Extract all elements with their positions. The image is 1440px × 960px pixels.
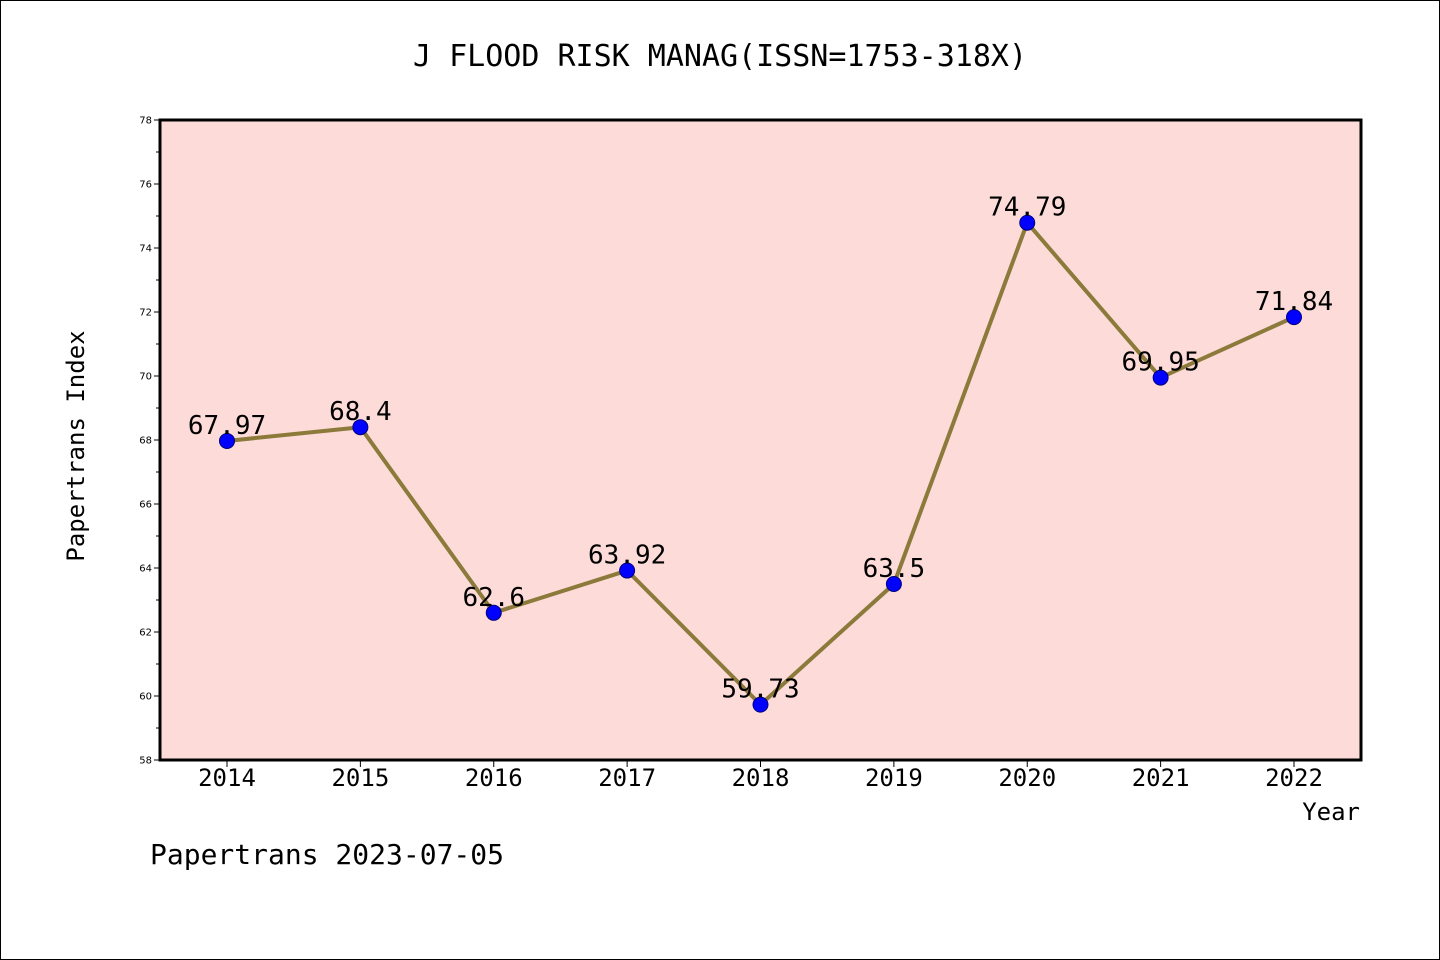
data-label: 63.92: [588, 541, 666, 571]
plot-area: [158, 118, 1363, 762]
data-point: [1019, 214, 1036, 231]
y-tick-label: 72: [139, 308, 152, 319]
data-point: [352, 419, 369, 436]
data-point: [752, 696, 769, 713]
y-tick-label: 76: [139, 180, 152, 191]
x-tick-label: 2016: [465, 764, 523, 792]
data-label: 62.6: [462, 583, 525, 613]
data-label: 74.79: [988, 193, 1066, 223]
x-tick-label: 2018: [732, 764, 790, 792]
y-tick-label: 70: [139, 372, 152, 383]
y-tick-label: 58: [139, 756, 152, 767]
data-point: [619, 562, 636, 579]
data-label: 71.84: [1255, 287, 1333, 317]
x-tick-label: 2022: [1265, 764, 1323, 792]
data-labels: 67.97 68.4 62.6 63.92 59.73 63.5 74.79 69.95 71.…: [188, 193, 1333, 705]
y-tick-label: 66: [139, 500, 152, 511]
footer-text: Papertrans 2023-07-05: [150, 838, 504, 871]
y-tick-label: 68: [139, 436, 152, 447]
y-tick-label: 74: [139, 244, 152, 255]
x-tick-label: 2017: [598, 764, 656, 792]
data-point: [219, 432, 235, 449]
series-line-group: [219, 214, 1302, 713]
chart-title: J FLOOD RISK MANAG(ISSN=1753-318X): [413, 39, 1027, 74]
y-tick-label: 60: [139, 692, 152, 703]
data-point: [1152, 369, 1169, 386]
data-label: 59.73: [721, 675, 799, 705]
x-tick-label: 2020: [998, 764, 1056, 792]
y-tick-label: 78: [139, 116, 152, 127]
data-label: 68.4: [329, 397, 392, 427]
y-axis-label: Papertrans Index: [62, 330, 90, 561]
x-tick-label: 2015: [331, 764, 389, 792]
data-point: [885, 576, 902, 592]
x-tick-label: 2019: [865, 764, 923, 792]
y-tick-label: 62: [139, 628, 152, 639]
x-axis-label: Year: [1302, 798, 1360, 826]
y-axis: 58 60 62 64 66 68 70 72 74 76 78: [139, 116, 160, 767]
x-axis: 2014 2015 2016 2017 2018 2019 2020 2021 2022: [198, 760, 1323, 792]
data-point: [485, 604, 502, 621]
x-tick-label: 2021: [1132, 764, 1190, 792]
data-label: 63.5: [863, 554, 926, 584]
data-label: 67.97: [188, 411, 266, 441]
y-tick-label: 64: [139, 564, 152, 575]
x-tick-label: 2014: [198, 764, 256, 792]
data-point: [1286, 309, 1302, 326]
data-label: 69.95: [1121, 348, 1199, 378]
